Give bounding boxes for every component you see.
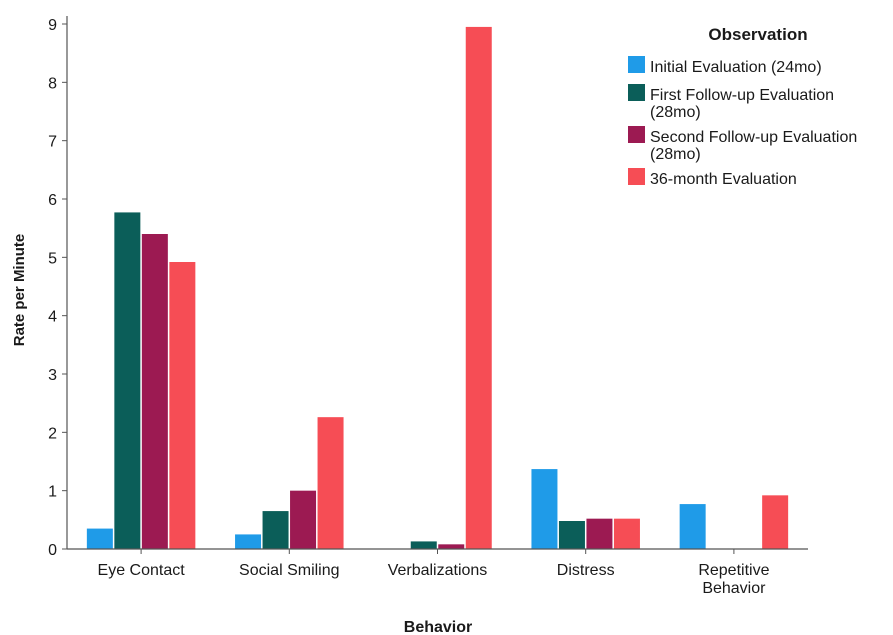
legend: Observation Initial Evaluation (24mo) Fir… <box>628 25 857 188</box>
bar-3-series-4 <box>465 26 492 549</box>
legend-title: Observation <box>708 25 807 44</box>
x-tick-label: Distress <box>557 562 615 579</box>
x-tick-label: Social Smiling <box>239 562 339 579</box>
legend-swatch <box>628 126 645 143</box>
y-tick-label: 6 <box>48 192 57 209</box>
x-axis: Eye Contact Social Smiling Verbalizations D… <box>67 548 808 597</box>
bar-4-series-3 <box>586 518 613 549</box>
x-tick-label: Eye Contact <box>98 562 186 579</box>
bar-3-series-2 <box>410 541 437 549</box>
x-tick-label: Verbalizations <box>388 562 488 579</box>
y-tick-label: 4 <box>48 309 57 326</box>
legend-swatch <box>628 84 645 101</box>
y-axis-title: Rate per Minute <box>11 234 28 347</box>
bar-1-series-3 <box>141 234 168 549</box>
y-tick-label: 1 <box>48 484 57 501</box>
y-axis: 0 1 2 3 4 5 6 7 8 9 <box>48 16 68 559</box>
bar-5-series-4 <box>762 495 789 549</box>
bar-4-series-2 <box>558 521 585 549</box>
legend-label: Second Follow-up Evaluation (28mo) <box>650 129 857 163</box>
y-tick-label: 9 <box>48 17 57 34</box>
bar-1-series-2 <box>114 212 141 549</box>
bar-5-series-1 <box>679 504 706 549</box>
legend-label: 36-month Evaluation <box>650 171 797 188</box>
bar-1-series-4 <box>169 262 196 549</box>
x-tick-label: Repetitive Behavior <box>698 562 769 597</box>
bar-1-series-1 <box>86 528 113 549</box>
y-tick-label: 0 <box>48 542 57 559</box>
y-tick-label: 2 <box>48 425 57 442</box>
y-tick-label: 3 <box>48 367 57 384</box>
bars <box>86 26 789 549</box>
bar-2-series-2 <box>262 511 289 549</box>
bar-2-series-3 <box>290 490 317 549</box>
legend-label: Initial Evaluation (24mo) <box>650 59 822 76</box>
bar-2-series-4 <box>317 417 344 549</box>
bar-4-series-1 <box>531 469 558 549</box>
x-axis-title: Behavior <box>404 619 472 635</box>
legend-swatch <box>628 168 645 185</box>
y-tick-label: 7 <box>48 134 57 151</box>
legend-swatch <box>628 56 645 73</box>
y-tick-label: 8 <box>48 75 57 92</box>
y-tick-label: 5 <box>48 250 57 267</box>
legend-label: First Follow-up Evaluation (28mo) <box>650 87 834 121</box>
bar-4-series-4 <box>613 518 640 549</box>
bar-3-series-3 <box>438 544 465 549</box>
bar-2-series-1 <box>235 534 262 549</box>
